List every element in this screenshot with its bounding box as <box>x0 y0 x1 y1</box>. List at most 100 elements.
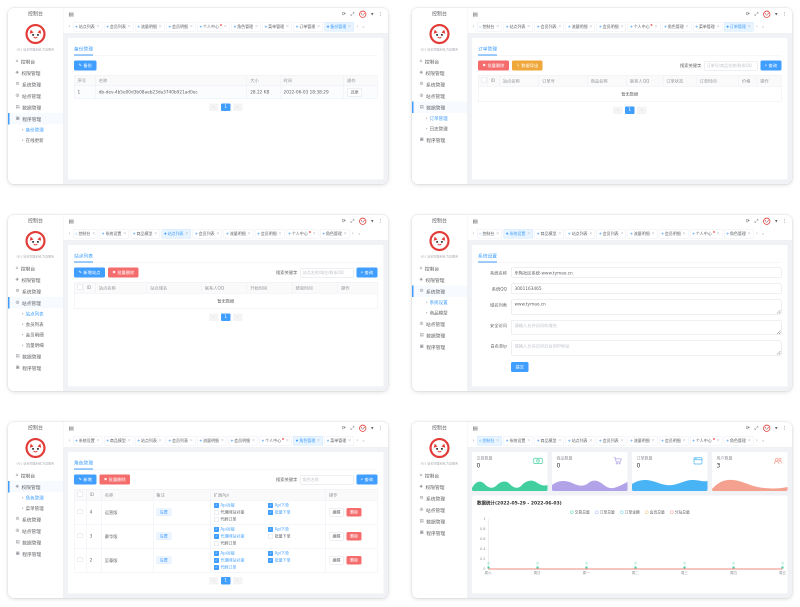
tab[interactable]: ◆ 会员明细 × <box>658 229 689 239</box>
fullscreen-icon[interactable]: ⤢ <box>754 11 759 17</box>
caret-down-icon[interactable]: ▾ <box>774 11 778 17</box>
tab[interactable]: ◆ 角色管理 × <box>293 436 323 446</box>
tab[interactable]: ◆ 订单管理 × <box>723 22 754 32</box>
search-input[interactable] <box>299 267 354 278</box>
sidebar-menu-item[interactable]: ▤ 数据管理 <box>412 330 467 342</box>
sidebar-submenu-item[interactable]: ▸ 会员列表 <box>8 319 63 330</box>
sidebar-menu-item[interactable]: ⌂ 控制台 <box>412 56 467 68</box>
fullscreen-icon[interactable]: ⤢ <box>754 425 759 431</box>
tab-scroll-right[interactable]: › <box>356 438 359 443</box>
tab[interactable]: ◆ 个人中心 × <box>689 436 723 446</box>
caret-down-icon[interactable]: ▾ <box>774 218 778 224</box>
tab[interactable]: ◆ 商品模型 × <box>534 229 565 239</box>
settings-tag[interactable]: 设置 <box>156 532 172 540</box>
sidebar-menu-item[interactable]: ▣ 程序管理 <box>8 548 63 560</box>
tab[interactable]: ◆ 会员明细 × <box>228 436 258 446</box>
tab-close-icon[interactable]: × <box>558 438 562 444</box>
sidebar-menu-item[interactable]: ◍ 站点管理 <box>8 90 63 102</box>
page-number[interactable]: 1 <box>221 313 231 321</box>
textarea-input[interactable] <box>511 340 782 356</box>
tab[interactable]: ⌂ 控制台 × <box>72 229 98 239</box>
sidebar-menu-item[interactable]: ⌂ 控制台 <box>412 263 467 275</box>
tab-close-icon[interactable]: × <box>189 24 194 30</box>
tab-list-dropdown[interactable]: ⌄ <box>761 438 766 443</box>
page-prev[interactable]: ‹ <box>209 577 219 585</box>
textarea-input[interactable]: www.tymao.cn <box>511 299 782 315</box>
sidebar-menu-item[interactable]: ⌂ 控制台 <box>8 56 63 68</box>
tab[interactable]: ◆ 系统设置 × <box>99 229 129 239</box>
tab-close-icon[interactable]: × <box>251 438 256 444</box>
kebab-icon[interactable]: ⋮ <box>378 425 383 431</box>
tab-close-icon[interactable]: × <box>651 231 655 237</box>
tab-close-icon[interactable]: × <box>526 24 531 30</box>
tab[interactable]: ◆ 会员列表 × <box>596 229 627 239</box>
tab-close-icon[interactable]: × <box>495 438 500 444</box>
text-input[interactable] <box>511 283 782 294</box>
tab-close-icon[interactable]: × <box>343 231 347 237</box>
tab-close-icon[interactable]: × <box>589 438 593 444</box>
tab-list-dropdown[interactable]: ⌄ <box>761 24 766 29</box>
tab[interactable]: ◆ 角色管理 × <box>723 229 754 239</box>
tab-close-icon[interactable]: × <box>247 231 251 237</box>
permission-checkbox[interactable] <box>213 509 219 515</box>
tab[interactable]: ◆ 个人中心 × <box>689 229 723 239</box>
tab-close-icon[interactable]: × <box>347 24 352 30</box>
tab[interactable]: ◆ 系统设置 × <box>503 229 533 239</box>
delete-button[interactable]: 删除 <box>346 532 362 541</box>
page-next[interactable]: › <box>637 106 647 114</box>
sidebar-submenu-item[interactable]: ▸ 角色管理 <box>8 493 63 504</box>
tab[interactable]: ◆ 商品模型 × <box>534 436 565 446</box>
tab[interactable]: ◆ 会员明细 × <box>254 229 285 239</box>
text-input[interactable] <box>511 267 782 278</box>
menu-toggle-icon[interactable]: ▤ <box>68 218 74 225</box>
tab-close-icon[interactable]: × <box>682 231 686 237</box>
tab-scroll-left[interactable]: ‹ <box>68 24 71 29</box>
sidebar-submenu-item[interactable]: ▸ 站点列表 <box>8 309 63 320</box>
permission-checkbox[interactable]: ✓ <box>213 557 219 563</box>
tab-close-icon[interactable]: × <box>285 24 290 30</box>
tab-close-icon[interactable]: × <box>347 438 352 444</box>
tab-close-icon[interactable]: × <box>127 438 131 444</box>
sidebar-menu-item[interactable]: ▣ 程序管理 <box>8 113 63 125</box>
tab-list-dropdown[interactable]: ⌄ <box>357 231 362 236</box>
tab-close-icon[interactable]: × <box>91 231 96 237</box>
sidebar-menu-item[interactable]: ⌂ 控制台 <box>412 470 467 482</box>
edit-button[interactable]: 编辑 <box>328 532 344 541</box>
permission-checkbox[interactable] <box>213 540 219 546</box>
sidebar-menu-item[interactable]: ▤ 数据管理 <box>412 516 467 528</box>
sidebar-menu-item[interactable]: ▣ 程序管理 <box>8 362 63 374</box>
sidebar-menu-item[interactable]: ◈ 权限管理 <box>8 481 63 493</box>
tab-close-icon[interactable]: × <box>216 231 220 237</box>
sidebar-menu-item[interactable]: ▣ 程序管理 <box>412 527 467 539</box>
legend-item[interactable]: 会员总量 <box>644 510 665 516</box>
permission-checkbox[interactable]: ✓ <box>213 502 219 508</box>
tab-close-icon[interactable]: × <box>589 231 593 237</box>
edit-button[interactable]: 编辑 <box>328 508 344 517</box>
tab-close-icon[interactable]: × <box>747 24 751 30</box>
tab[interactable]: ◆ 订单管理 × <box>293 22 323 32</box>
sidebar-menu-item[interactable]: ◈ 权限管理 <box>412 274 467 286</box>
tab[interactable]: ◆ 站点列表 × <box>565 436 596 446</box>
sidebar-menu-item[interactable]: ⚙ 系统管理 <box>412 493 467 505</box>
legend-item[interactable]: 订单金额 <box>619 510 640 516</box>
tab-close-icon[interactable]: × <box>278 231 282 237</box>
tab-scroll-right[interactable]: › <box>356 24 359 29</box>
search-input[interactable] <box>703 60 758 71</box>
tab-close-icon[interactable]: × <box>620 231 624 237</box>
refresh-icon[interactable]: ⟳ <box>745 425 750 431</box>
tab-close-icon[interactable]: × <box>158 438 162 444</box>
refresh-icon[interactable]: ⟳ <box>341 425 346 431</box>
sidebar-submenu-item[interactable]: ▸ 系统设置 <box>412 297 467 308</box>
tab-scroll-right[interactable]: › <box>755 438 758 443</box>
tab-close-icon[interactable]: × <box>747 231 751 237</box>
tab[interactable]: ◆ 会员明细 × <box>165 22 196 32</box>
fullscreen-icon[interactable]: ⤢ <box>350 425 355 431</box>
tab[interactable]: ◆ 系统设置 × <box>503 436 533 446</box>
page-prev[interactable]: ‹ <box>613 106 623 114</box>
tab[interactable]: ◆ 流量明细 × <box>627 436 658 446</box>
tab-close-icon[interactable]: × <box>651 438 655 444</box>
tab-close-icon[interactable]: × <box>189 438 194 444</box>
page-next[interactable]: › <box>233 103 243 111</box>
sidebar-menu-item[interactable]: ⌂ 控制台 <box>8 470 63 482</box>
tab-scroll-left[interactable]: ‹ <box>472 438 475 443</box>
